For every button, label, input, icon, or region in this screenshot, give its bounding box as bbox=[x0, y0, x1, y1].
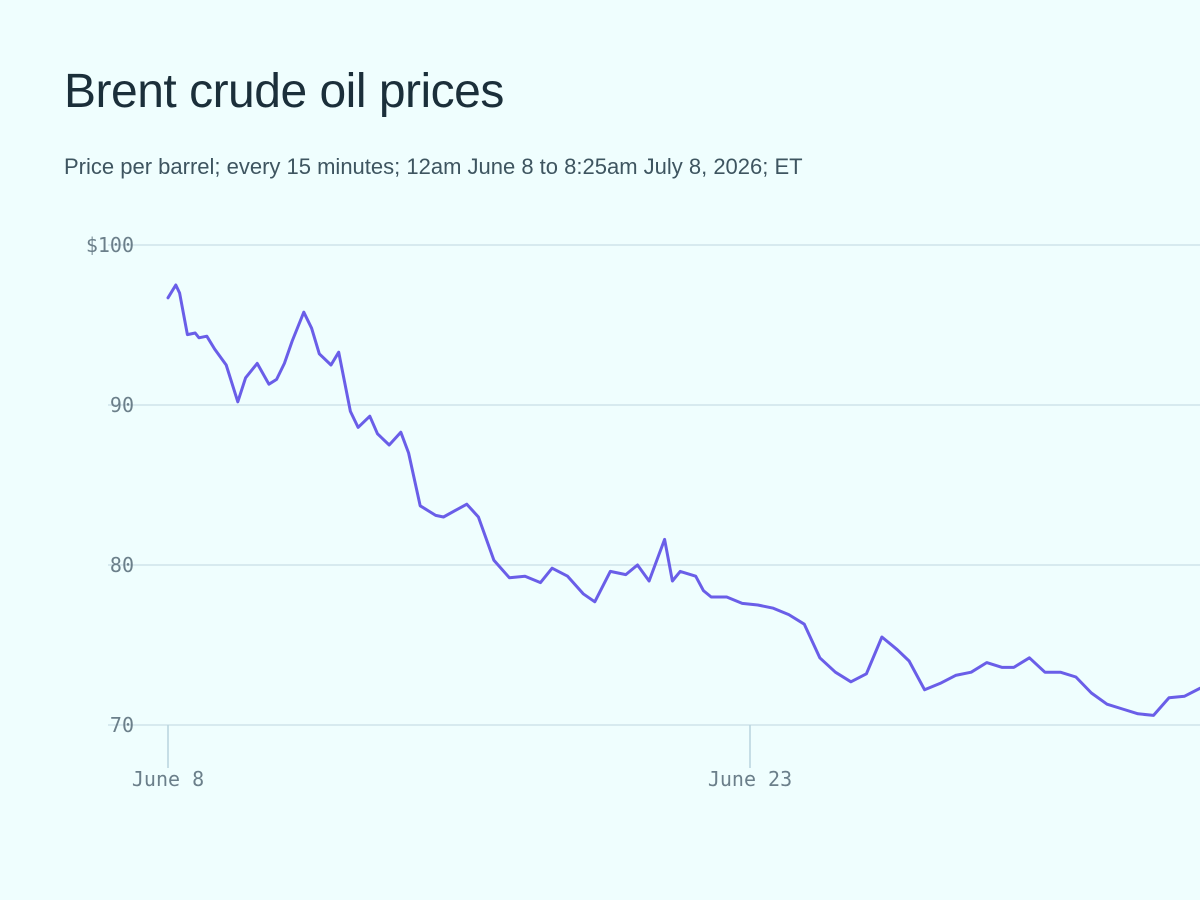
series-group bbox=[166, 283, 1200, 717]
y-tick-label: 80 bbox=[110, 553, 134, 577]
y-tick-label: 70 bbox=[110, 713, 134, 737]
chart-title: Brent crude oil prices bbox=[64, 65, 504, 118]
y-tick-label: 90 bbox=[110, 393, 134, 417]
y-tick-label: $100 bbox=[86, 233, 134, 257]
chart-subtitle: Price per barrel; every 15 minutes; 12am… bbox=[64, 154, 803, 179]
x-axis: June 8 June 23 bbox=[132, 725, 792, 791]
y-axis: $100 90 80 70 bbox=[86, 233, 134, 737]
x-tick-label: June 23 bbox=[708, 767, 792, 791]
grid-lines bbox=[108, 244, 1200, 726]
x-tick-label: June 8 bbox=[132, 767, 204, 791]
series-line-0 bbox=[166, 283, 1200, 717]
